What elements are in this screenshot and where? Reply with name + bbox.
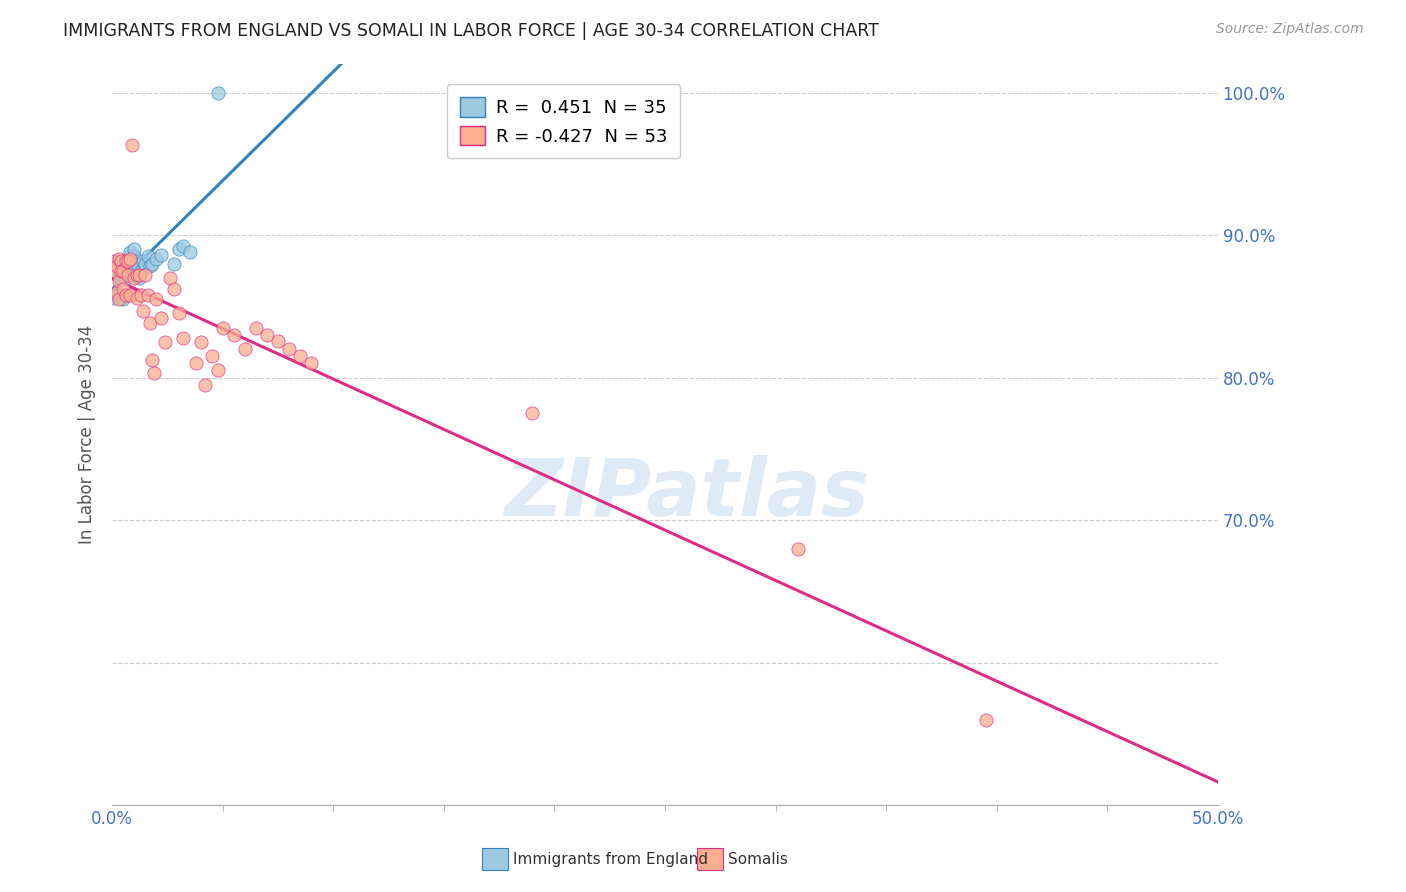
- Point: [112, 263, 135, 277]
- Point: [139, 317, 162, 331]
- Point: [105, 288, 128, 302]
- Point: [125, 268, 148, 282]
- Legend: R =  0.451  N = 35, R = -0.427  N = 53: R = 0.451 N = 35, R = -0.427 N = 53: [447, 84, 681, 158]
- Point: [149, 248, 172, 262]
- Point: [163, 256, 186, 270]
- Point: [167, 306, 190, 320]
- Point: [522, 406, 544, 420]
- Point: [134, 256, 156, 270]
- Point: [186, 356, 208, 370]
- Point: [145, 292, 167, 306]
- Point: [103, 291, 125, 305]
- Point: [118, 252, 141, 267]
- Point: [245, 320, 267, 334]
- Point: [125, 291, 148, 305]
- Point: [110, 263, 132, 277]
- Point: [121, 256, 143, 270]
- Point: [141, 353, 163, 368]
- Point: [974, 713, 997, 727]
- Point: [132, 303, 155, 318]
- Point: [149, 310, 172, 325]
- Point: [172, 239, 194, 253]
- Point: [121, 138, 143, 153]
- Point: [139, 260, 162, 274]
- Point: [110, 270, 132, 285]
- Point: [114, 288, 136, 302]
- Point: [117, 252, 139, 267]
- Point: [134, 268, 156, 282]
- Point: [124, 270, 146, 285]
- Point: [288, 349, 311, 363]
- Point: [114, 260, 136, 274]
- Point: [207, 363, 229, 377]
- Point: [194, 377, 217, 392]
- Point: [124, 249, 146, 263]
- Point: [299, 356, 322, 370]
- Point: [112, 263, 135, 277]
- Point: [114, 253, 136, 268]
- Point: [103, 263, 125, 277]
- Point: [278, 342, 301, 356]
- Point: [267, 334, 290, 348]
- Point: [132, 253, 155, 268]
- Point: [124, 243, 146, 257]
- Point: [117, 263, 139, 277]
- Point: [118, 245, 141, 260]
- Point: [112, 256, 135, 270]
- Point: [118, 253, 141, 268]
- Point: [159, 270, 181, 285]
- Point: [786, 541, 808, 556]
- Point: [129, 263, 152, 277]
- Point: [207, 86, 229, 100]
- Point: [128, 270, 150, 285]
- Point: [105, 260, 128, 274]
- Point: [117, 253, 139, 268]
- Point: [233, 342, 256, 356]
- Point: [179, 245, 201, 260]
- Text: Source: ZipAtlas.com: Source: ZipAtlas.com: [1216, 22, 1364, 37]
- Point: [190, 334, 212, 349]
- Text: Immigrants from England: Immigrants from England: [513, 853, 709, 867]
- Point: [222, 327, 245, 342]
- Point: [172, 331, 194, 345]
- Point: [145, 252, 167, 267]
- Point: [155, 334, 177, 349]
- Point: [105, 285, 128, 299]
- Point: [103, 253, 125, 268]
- Point: [201, 349, 224, 363]
- Point: [211, 320, 233, 334]
- Point: [108, 292, 131, 306]
- Point: [112, 292, 135, 306]
- Point: [112, 282, 135, 296]
- Point: [108, 274, 131, 288]
- Point: [117, 256, 139, 270]
- Point: [125, 256, 148, 270]
- Point: [108, 270, 131, 285]
- Point: [136, 249, 159, 263]
- Point: [143, 366, 166, 380]
- Point: [163, 282, 186, 296]
- Point: [118, 288, 141, 302]
- FancyBboxPatch shape: [482, 848, 508, 870]
- Text: IMMIGRANTS FROM ENGLAND VS SOMALI IN LABOR FORCE | AGE 30-34 CORRELATION CHART: IMMIGRANTS FROM ENGLAND VS SOMALI IN LAB…: [63, 22, 879, 40]
- Point: [114, 270, 136, 285]
- Y-axis label: In Labor Force | Age 30-34: In Labor Force | Age 30-34: [79, 325, 96, 544]
- Point: [167, 243, 190, 257]
- Text: ZIPatlas: ZIPatlas: [505, 455, 869, 533]
- Point: [256, 327, 278, 342]
- Point: [129, 288, 152, 302]
- Point: [110, 253, 132, 268]
- Text: Somalis: Somalis: [728, 853, 789, 867]
- Point: [128, 268, 150, 282]
- FancyBboxPatch shape: [697, 848, 723, 870]
- Point: [117, 268, 139, 282]
- Point: [108, 252, 131, 267]
- Point: [108, 263, 131, 277]
- Point: [121, 262, 143, 277]
- Point: [118, 249, 141, 263]
- Point: [136, 288, 159, 302]
- Point: [141, 256, 163, 270]
